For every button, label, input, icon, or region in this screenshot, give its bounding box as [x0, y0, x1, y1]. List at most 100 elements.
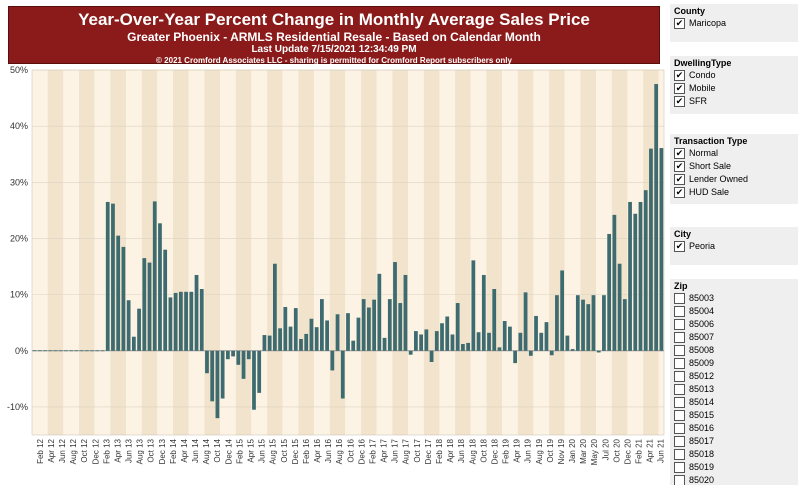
- unchecked-checkbox-icon[interactable]: [674, 436, 685, 447]
- checked-checkbox-icon[interactable]: ✔: [674, 70, 685, 81]
- background-band: [282, 70, 299, 435]
- checked-checkbox-icon[interactable]: ✔: [674, 96, 685, 107]
- zip-filter-option[interactable]: 85008: [674, 344, 794, 357]
- background-band: [126, 70, 142, 435]
- background-band: [533, 70, 550, 435]
- transaction-filter-option-label: Short Sale: [689, 161, 732, 171]
- x-tick-label: Feb 17: [368, 438, 377, 463]
- x-tick-label: Apr 18: [446, 438, 455, 462]
- checked-checkbox-icon[interactable]: ✔: [674, 18, 685, 29]
- x-tick-label: Jun 15: [258, 438, 267, 463]
- transaction-filter-option[interactable]: ✔ Short Sale: [674, 160, 794, 173]
- y-tick-label: 30%: [10, 177, 28, 187]
- bar: [225, 350, 230, 360]
- zip-filter-option[interactable]: 85004: [674, 305, 794, 318]
- transaction-filter-option[interactable]: ✔ Normal: [674, 147, 794, 160]
- dwelling-filter-option[interactable]: ✔ Condo: [674, 69, 794, 82]
- background-band: [267, 70, 283, 435]
- zip-filter-option[interactable]: 85013: [674, 383, 794, 396]
- zip-filter-option[interactable]: 85015: [674, 409, 794, 422]
- x-tick-label: Apr 14: [180, 438, 189, 462]
- unchecked-checkbox-icon[interactable]: [674, 345, 685, 356]
- unchecked-checkbox-icon[interactable]: [674, 306, 685, 317]
- zip-filter-option[interactable]: 85017: [674, 435, 794, 448]
- zip-filter-option-label: 85017: [689, 436, 715, 446]
- x-tick-label: Oct 19: [546, 438, 555, 462]
- x-tick-label: Apr 15: [247, 438, 256, 462]
- transaction-filter-option[interactable]: ✔ HUD Sale: [674, 186, 794, 199]
- unchecked-checkbox-icon[interactable]: [674, 397, 685, 408]
- unchecked-checkbox-icon[interactable]: [674, 319, 685, 330]
- bar: [518, 332, 523, 351]
- zip-filter-option[interactable]: 85016: [674, 422, 794, 435]
- dwelling-filter-option[interactable]: ✔ SFR: [674, 95, 794, 108]
- bar: [288, 326, 293, 351]
- unchecked-checkbox-icon[interactable]: [674, 423, 685, 434]
- checked-checkbox-icon[interactable]: ✔: [674, 187, 685, 198]
- checked-checkbox-icon[interactable]: ✔: [674, 174, 685, 185]
- background-band: [580, 70, 597, 435]
- zip-filter-option[interactable]: 85009: [674, 357, 794, 370]
- bar: [382, 337, 387, 351]
- y-tick-label: 40%: [10, 121, 28, 131]
- bar: [262, 335, 267, 351]
- bar: [299, 338, 303, 351]
- bar: [189, 291, 194, 351]
- bar: [131, 336, 136, 351]
- zip-filter-option[interactable]: 85006: [674, 318, 794, 331]
- transaction-filter-option[interactable]: ✔ Lender Owned: [674, 173, 794, 186]
- x-tick-label: Dec 15: [291, 438, 300, 464]
- bar: [158, 223, 162, 351]
- zip-filter-option[interactable]: 85003: [674, 292, 794, 305]
- county-filter: County ✔ Maricopa: [670, 4, 798, 42]
- x-tick-label: Dec 17: [424, 438, 433, 464]
- unchecked-checkbox-icon[interactable]: [674, 358, 685, 369]
- bar: [105, 201, 110, 351]
- bar: [314, 327, 319, 351]
- x-tick-label: Jun 14: [191, 438, 200, 463]
- bar: [377, 273, 382, 351]
- city-filter-option[interactable]: ✔ Peoria: [674, 240, 794, 253]
- bar: [602, 295, 606, 351]
- background-band: [455, 70, 471, 435]
- x-tick-label: Aug 15: [269, 438, 278, 464]
- bar: [205, 350, 209, 374]
- dwelling-filter-option[interactable]: ✔ Mobile: [674, 82, 794, 95]
- checked-checkbox-icon[interactable]: ✔: [674, 148, 685, 159]
- unchecked-checkbox-icon[interactable]: [674, 384, 685, 395]
- bar: [450, 334, 455, 351]
- x-tick-label: Oct 14: [213, 438, 222, 462]
- x-tick-label: Dec 13: [158, 438, 167, 464]
- bar: [387, 299, 392, 351]
- dwelling-filter-option-label: Condo: [689, 70, 716, 80]
- zip-filter-option[interactable]: 85018: [674, 448, 794, 461]
- bar: [476, 332, 481, 351]
- zip-filter-option[interactable]: 85019: [674, 461, 794, 474]
- zip-filter-option-label: 85009: [689, 358, 715, 368]
- background-band: [235, 70, 252, 435]
- bar: [414, 331, 418, 351]
- bar: [534, 315, 538, 351]
- x-tick-label: Dec 20: [623, 438, 632, 464]
- background-band: [32, 70, 48, 435]
- unchecked-checkbox-icon[interactable]: [674, 475, 685, 485]
- background-band: [392, 70, 409, 435]
- unchecked-checkbox-icon[interactable]: [674, 371, 685, 382]
- transaction-filter-option-label: Normal: [689, 148, 719, 158]
- county-filter-option[interactable]: ✔ Maricopa: [674, 17, 794, 30]
- unchecked-checkbox-icon[interactable]: [674, 410, 685, 421]
- checked-checkbox-icon[interactable]: ✔: [674, 83, 685, 94]
- unchecked-checkbox-icon[interactable]: [674, 293, 685, 304]
- zip-filter-option[interactable]: 85007: [674, 331, 794, 344]
- unchecked-checkbox-icon[interactable]: [674, 462, 685, 473]
- transaction-filter-option-label: HUD Sale: [689, 187, 730, 197]
- checked-checkbox-icon[interactable]: ✔: [674, 161, 685, 172]
- checked-checkbox-icon[interactable]: ✔: [674, 241, 685, 252]
- unchecked-checkbox-icon[interactable]: [674, 332, 685, 343]
- x-tick-label: Feb 13: [102, 438, 111, 463]
- bar: [487, 332, 491, 351]
- zip-filter-option[interactable]: 85020: [674, 474, 794, 485]
- zip-filter-option[interactable]: 85012: [674, 370, 794, 383]
- zip-filter-option[interactable]: 85014: [674, 396, 794, 409]
- unchecked-checkbox-icon[interactable]: [674, 449, 685, 460]
